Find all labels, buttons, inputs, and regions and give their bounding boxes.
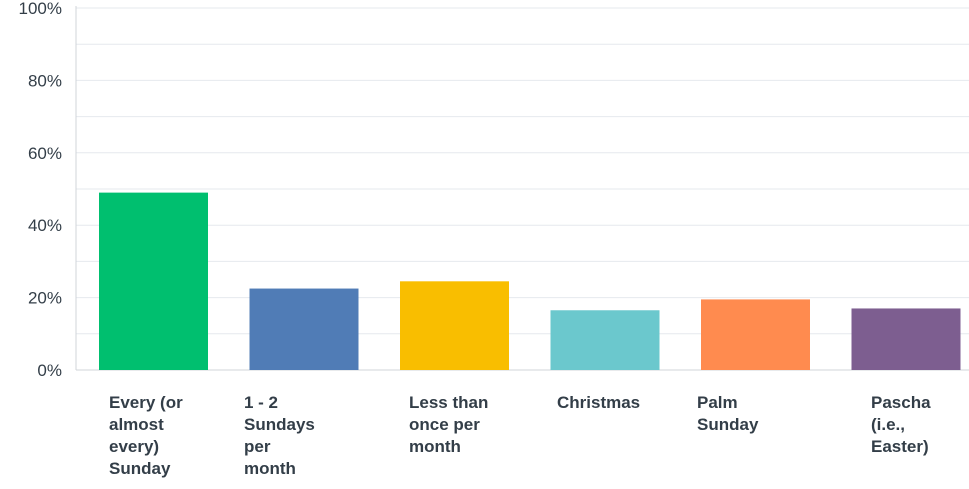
bar[interactable]	[99, 192, 208, 370]
bar[interactable]	[249, 288, 359, 370]
bar[interactable]	[400, 281, 509, 370]
x-tick-label: 1 - 2 Sundays per month	[244, 393, 315, 478]
y-tick-label: 60%	[28, 144, 62, 163]
bars	[99, 192, 961, 370]
y-tick-label: 40%	[28, 216, 62, 235]
y-tick-label: 100%	[19, 0, 62, 18]
x-tick-label: Every (or almost every) Sunday	[109, 393, 183, 478]
category-labels: Every (or almost every) Sunday 1 - 2 Sundays p…	[109, 393, 931, 478]
x-tick-label: Palm Sunday	[697, 393, 759, 434]
bar[interactable]	[851, 308, 961, 370]
bar[interactable]	[701, 299, 810, 370]
y-tick-label: 80%	[28, 71, 62, 90]
x-tick-label: Pascha (i.e., Easter)	[871, 393, 931, 456]
y-tick-label: 0%	[37, 361, 62, 380]
bar[interactable]	[550, 310, 660, 370]
gridlines	[76, 7, 969, 335]
x-tick-label: Christmas	[557, 393, 640, 412]
y-tick-label: 20%	[28, 289, 62, 308]
y-axis: 0% 20% 40% 60% 80% 100%	[19, 0, 969, 380]
x-tick-label: Less than once per month	[409, 393, 488, 456]
